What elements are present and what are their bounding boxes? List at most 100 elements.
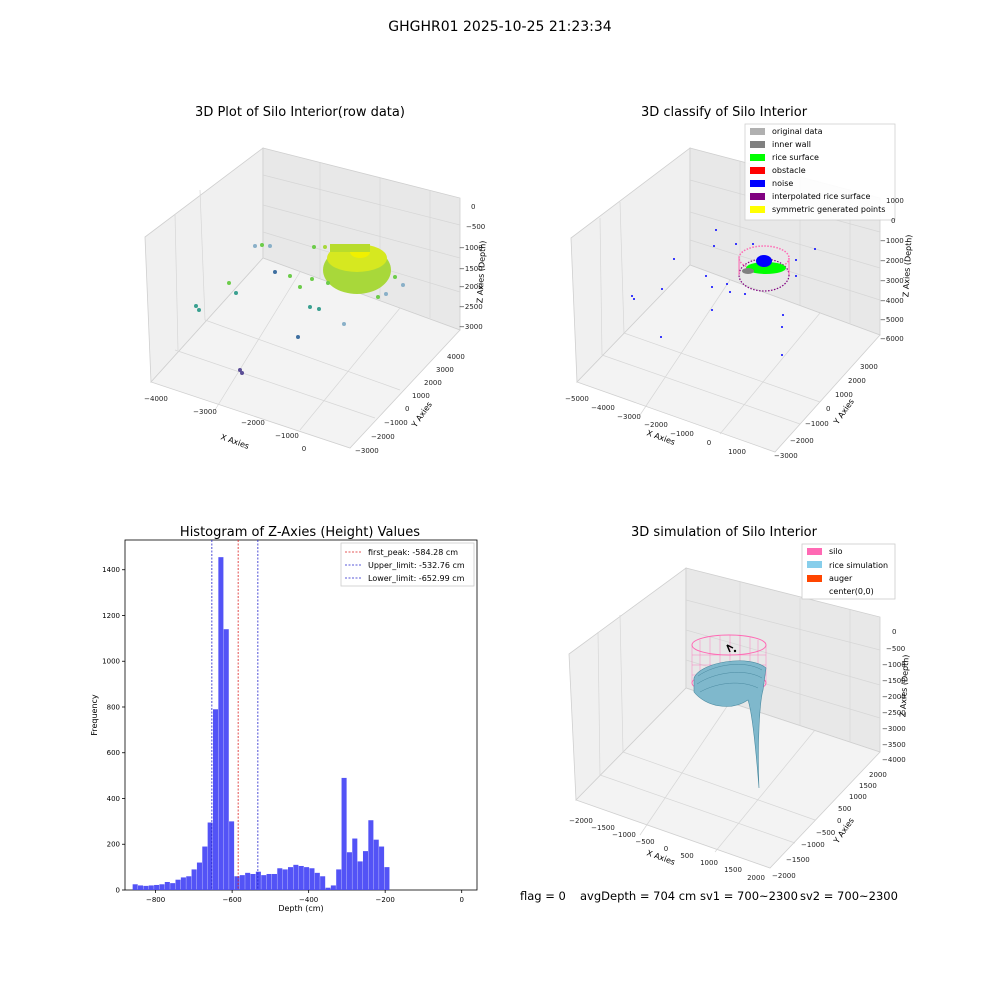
histogram-bar bbox=[368, 820, 374, 890]
sim-x-tick: 500 bbox=[680, 852, 693, 860]
histogram-x-tick-label: −200 bbox=[376, 896, 395, 904]
sim-y-tick: 0 bbox=[837, 817, 841, 825]
histogram-bar bbox=[293, 864, 299, 890]
histogram-bar bbox=[298, 865, 304, 890]
histogram-x-ticks: −800 −600 −400 −200 0 bbox=[146, 890, 464, 904]
histogram-bar bbox=[132, 884, 138, 890]
raw-z-tick: −2500 bbox=[459, 303, 483, 311]
classify-z-tick: 1000 bbox=[886, 197, 904, 205]
sim-y-tick: −1000 bbox=[801, 841, 825, 849]
sim-z-tick: 0 bbox=[892, 628, 896, 636]
legend-label-first-peak: first_peak: -584.28 cm bbox=[368, 548, 458, 557]
histogram-x-tick-label: −400 bbox=[299, 896, 318, 904]
sim-z-tick: −3500 bbox=[882, 741, 906, 749]
classify-gridlines bbox=[599, 161, 881, 435]
histogram-y-tick-label: 1400 bbox=[102, 566, 120, 574]
sim-x-tick: −500 bbox=[635, 838, 654, 846]
histogram-bar bbox=[309, 868, 315, 890]
histogram-y-tick-label: 1200 bbox=[102, 612, 120, 620]
classify-y-tick: 1000 bbox=[835, 391, 853, 399]
histogram-bar bbox=[180, 877, 186, 890]
legend-label-lower-limit: Lower_limit: -652.99 cm bbox=[368, 574, 465, 583]
histogram-y-tick-label: 1000 bbox=[102, 658, 120, 666]
raw-z-tick: −2000 bbox=[459, 283, 483, 291]
raw-y-tick: −1000 bbox=[384, 419, 408, 427]
legend-label-noise: noise bbox=[772, 179, 793, 188]
histogram-bar bbox=[314, 872, 320, 890]
legend-swatch-silo bbox=[807, 548, 822, 555]
histogram-bar bbox=[336, 869, 342, 890]
histogram-bar bbox=[255, 871, 261, 890]
sim-z-tick: −2000 bbox=[882, 693, 906, 701]
status-flag: flag = 0 bbox=[520, 889, 566, 903]
raw-z-ticks: 0 −500 −1000 −1500 −2000 −2500 −3000 bbox=[459, 203, 485, 331]
histogram-y-tick-label: 800 bbox=[107, 703, 120, 711]
legend-swatch-interpolated-rice-surface bbox=[750, 193, 765, 200]
raw-z-axis-label: Z Axies (Depth) bbox=[475, 240, 487, 303]
histogram-bar bbox=[170, 883, 176, 890]
panel-simulation: 3D simulation of Silo Interior bbox=[568, 525, 911, 882]
classify-x-tick: 0 bbox=[707, 439, 711, 447]
histogram-bar bbox=[234, 876, 240, 890]
raw-scatter-title: 3D Plot of Silo Interior(row data) bbox=[195, 105, 405, 120]
sim-z-tick: −4000 bbox=[882, 756, 906, 764]
histogram-bar bbox=[271, 873, 277, 890]
classify-x-tick: −4000 bbox=[591, 404, 615, 412]
classify-z-tick: −4000 bbox=[880, 297, 904, 305]
raw-z-tick: 0 bbox=[471, 203, 475, 211]
classify-x-tick: 1000 bbox=[728, 448, 746, 456]
legend-swatch-symmetric-generated-points bbox=[750, 206, 765, 213]
sim-rice-surface bbox=[693, 660, 767, 789]
histogram-bar bbox=[143, 885, 149, 890]
legend-swatch-inner-wall bbox=[750, 141, 765, 148]
classify-x-tick: −3000 bbox=[617, 413, 641, 421]
legend-label-inner-wall: inner wall bbox=[772, 140, 811, 149]
classify-silo-points bbox=[738, 245, 790, 292]
histogram-legend: first_peak: -584.28 cm Upper_limit: -532… bbox=[340, 542, 475, 587]
legend-swatch-rice-surface bbox=[750, 154, 765, 161]
histogram-bar bbox=[138, 885, 144, 890]
sim-x-ticks: −2000 −1500 −1000 −500 0 500 1000 1500 2… bbox=[569, 817, 765, 882]
histogram-y-tick-label: 600 bbox=[107, 749, 120, 757]
raw-x-tick: −1000 bbox=[275, 432, 299, 440]
histogram-bar bbox=[261, 875, 267, 890]
histogram-bar bbox=[357, 861, 363, 890]
histogram-bar bbox=[148, 885, 154, 890]
sim-y-tick: −1500 bbox=[786, 856, 810, 864]
histogram-bar bbox=[346, 852, 352, 890]
legend-label-center: center(0,0) bbox=[829, 587, 874, 596]
classify-z-tick: −3000 bbox=[880, 277, 904, 285]
sim-z-ticks: 0 −500 −1000 −1500 −2000 −2500 −3000 −35… bbox=[882, 628, 906, 764]
sim-y-tick: 500 bbox=[838, 805, 851, 813]
histogram-bar bbox=[207, 822, 213, 890]
classify-x-tick: −5000 bbox=[565, 395, 589, 403]
histogram-bar bbox=[250, 873, 256, 890]
classify-x-ticks: −5000 −4000 −3000 −2000 −1000 0 1000 bbox=[565, 395, 746, 456]
raw-floor-pane bbox=[150, 257, 461, 449]
classify-y-axis-label: Y Axies bbox=[831, 397, 856, 427]
histogram-bar bbox=[304, 867, 310, 890]
classify-noise-points bbox=[631, 229, 816, 356]
raw-x-ticks: −4000 −3000 −2000 −1000 0 bbox=[144, 395, 306, 453]
histogram-bar bbox=[341, 777, 347, 890]
panel-raw-scatter: 3D Plot of Silo Interior(row data) bbox=[144, 105, 487, 455]
legend-swatch-obstacle bbox=[750, 167, 765, 174]
histogram-bar bbox=[159, 884, 165, 890]
raw-x-axis-label: X Axies bbox=[219, 432, 250, 451]
histogram-bar bbox=[213, 709, 219, 890]
raw-scatter-points bbox=[194, 243, 405, 375]
histogram-y-tick-label: 400 bbox=[107, 795, 120, 803]
classify-y-tick: −1000 bbox=[805, 420, 829, 428]
classify-z-tick: −5000 bbox=[880, 316, 904, 324]
figure-suptitle: GHGHR01 2025-10-25 21:23:34 bbox=[388, 19, 612, 35]
legend-swatch-original-data bbox=[750, 128, 765, 135]
legend-swatch-auger bbox=[807, 575, 822, 582]
histogram-bar bbox=[379, 846, 385, 890]
classify-z-tick: −2000 bbox=[880, 257, 904, 265]
classify-legend: original data inner wall rice surface ob… bbox=[744, 123, 896, 221]
raw-y-tick: 3000 bbox=[436, 366, 454, 374]
classify-floor-pane bbox=[576, 264, 881, 453]
classify-legend-box bbox=[744, 123, 896, 221]
sim-x-tick: 1500 bbox=[724, 866, 742, 874]
